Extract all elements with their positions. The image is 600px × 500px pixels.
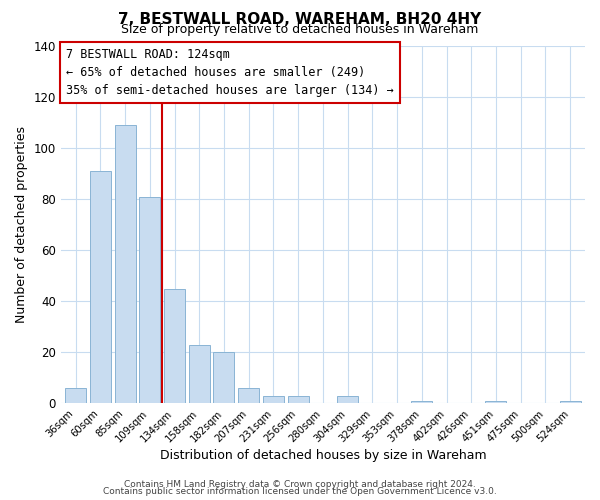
Text: 7 BESTWALL ROAD: 124sqm
← 65% of detached houses are smaller (249)
35% of semi-d: 7 BESTWALL ROAD: 124sqm ← 65% of detache… [66,48,394,97]
Bar [485,401,506,404]
Text: Contains public sector information licensed under the Open Government Licence v3: Contains public sector information licen… [103,487,497,496]
Text: Size of property relative to detached houses in Wareham: Size of property relative to detached ho… [121,22,479,36]
Bar [337,396,358,404]
Text: Contains HM Land Registry data © Crown copyright and database right 2024.: Contains HM Land Registry data © Crown c… [124,480,476,489]
Bar [560,401,581,404]
X-axis label: Distribution of detached houses by size in Wareham: Distribution of detached houses by size … [160,450,486,462]
Bar [164,288,185,404]
Text: 7, BESTWALL ROAD, WAREHAM, BH20 4HY: 7, BESTWALL ROAD, WAREHAM, BH20 4HY [118,12,482,26]
Bar [238,388,259,404]
Bar [115,125,136,404]
Bar [214,352,235,404]
Y-axis label: Number of detached properties: Number of detached properties [15,126,28,323]
Bar [139,196,160,404]
Bar [189,344,210,404]
Bar [411,401,433,404]
Bar [263,396,284,404]
Bar [287,396,308,404]
Bar [90,171,111,404]
Bar [65,388,86,404]
